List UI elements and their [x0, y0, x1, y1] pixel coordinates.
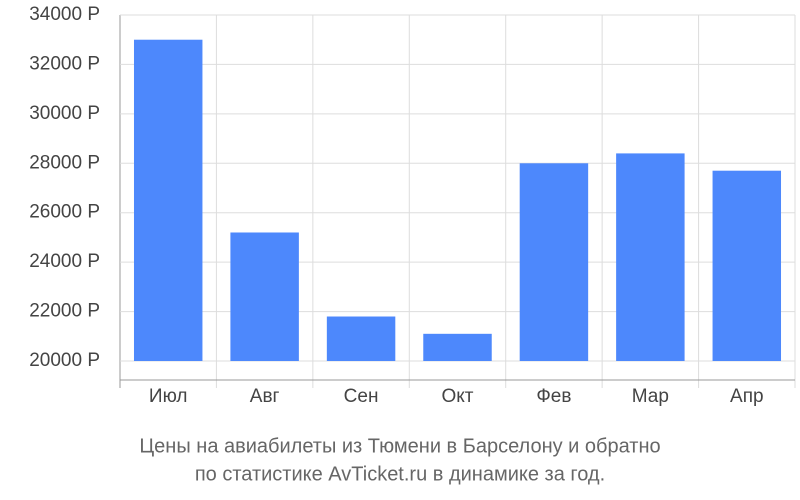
y-tick-label: 22000 Р: [29, 301, 100, 322]
x-tick-label: Фев: [536, 386, 571, 407]
bar: [230, 232, 299, 361]
y-tick-label: 26000 Р: [29, 202, 100, 223]
x-tick-label: Мар: [632, 386, 669, 407]
bar: [326, 316, 396, 361]
y-tick-label: 34000 Р: [29, 4, 100, 25]
bar: [519, 163, 589, 361]
chart-title: по статистике AvTicket.ru в динамике за …: [195, 463, 605, 485]
chart-title: Цены на авиабилеты из Тюмени в Барселону…: [139, 435, 660, 457]
bar: [423, 333, 492, 361]
y-tick-label: 32000 Р: [29, 53, 100, 74]
bar: [133, 39, 203, 361]
bar: [712, 170, 782, 361]
y-tick-label: 20000 Р: [29, 350, 100, 371]
x-tick-label: Сен: [344, 386, 379, 407]
x-tick-label: Июл: [149, 386, 188, 407]
x-tick-label: Апр: [730, 386, 764, 407]
x-tick-label: Авг: [250, 386, 280, 407]
bar: [616, 153, 685, 361]
y-tick-label: 24000 Р: [29, 251, 100, 272]
x-tick-label: Окт: [441, 386, 473, 407]
y-tick-label: 28000 Р: [29, 152, 100, 173]
y-tick-label: 30000 Р: [29, 103, 100, 124]
